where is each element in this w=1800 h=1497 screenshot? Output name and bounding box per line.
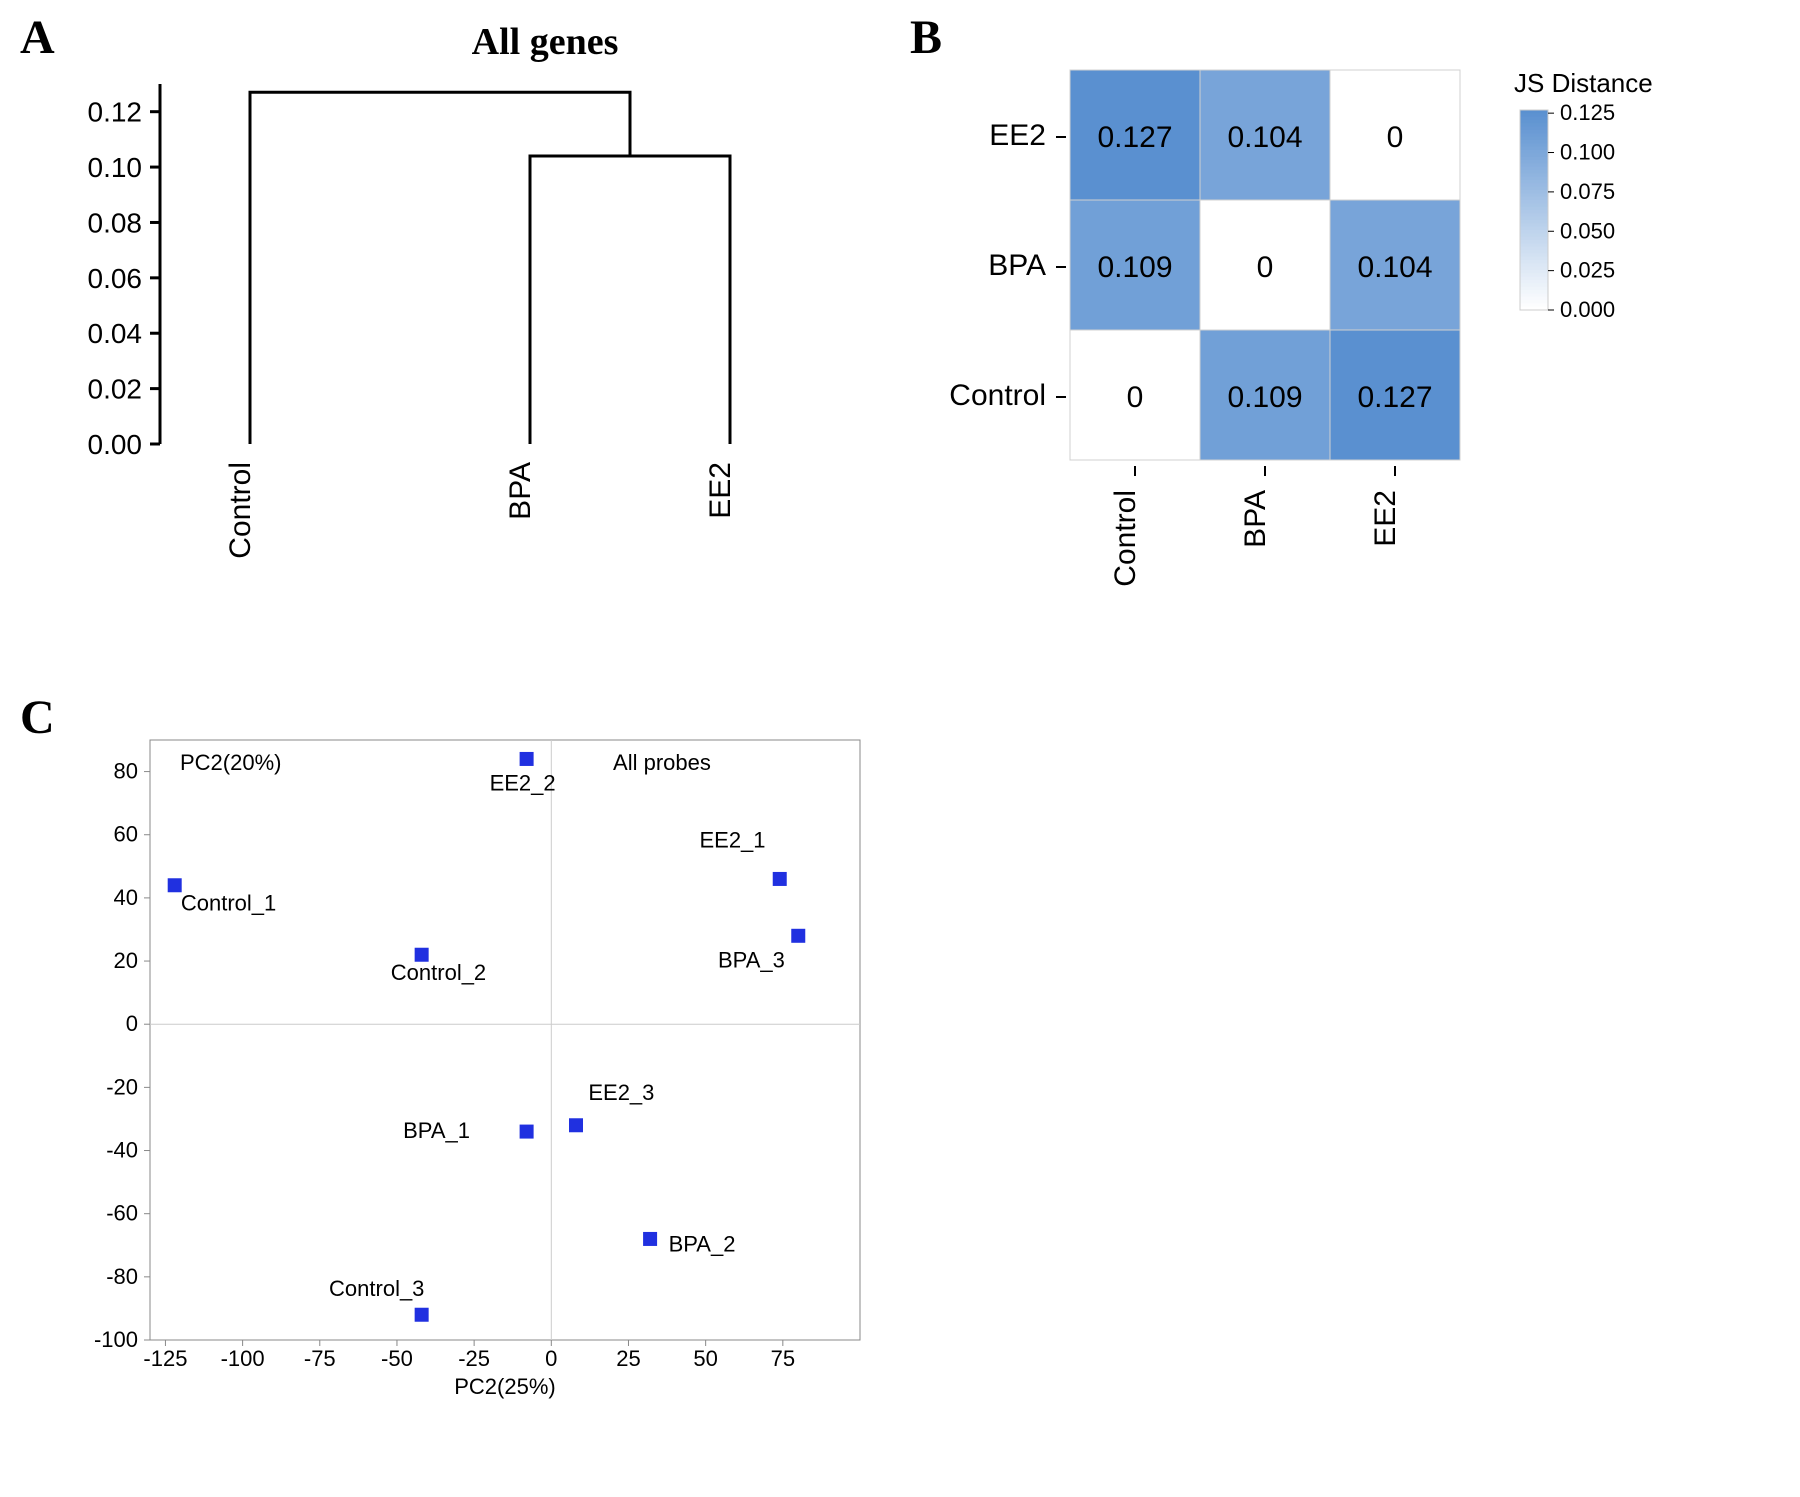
svg-text:EE2_2: EE2_2 bbox=[490, 771, 556, 796]
svg-text:-125: -125 bbox=[143, 1346, 187, 1371]
scatter-point bbox=[569, 1118, 583, 1132]
svg-text:BPA: BPA bbox=[988, 249, 1046, 282]
svg-text:20: 20 bbox=[114, 948, 138, 973]
svg-text:PC2(20%): PC2(20%) bbox=[180, 750, 281, 775]
svg-text:BPA: BPA bbox=[1239, 490, 1272, 548]
svg-text:50: 50 bbox=[693, 1346, 717, 1371]
svg-text:PC2(25%): PC2(25%) bbox=[454, 1374, 555, 1399]
panel-a-label: A bbox=[20, 10, 55, 65]
svg-text:BPA_1: BPA_1 bbox=[403, 1118, 470, 1143]
scatter-point bbox=[520, 752, 534, 766]
svg-text:BPA: BPA bbox=[504, 462, 537, 520]
svg-text:0.10: 0.10 bbox=[88, 152, 143, 183]
svg-text:All probes: All probes bbox=[613, 750, 711, 775]
dendrogram-title: All genes bbox=[210, 20, 880, 64]
svg-text:0.04: 0.04 bbox=[88, 318, 143, 349]
svg-text:-50: -50 bbox=[381, 1346, 413, 1371]
panel-b-label: B bbox=[910, 10, 942, 65]
panel-b: B 0.1270.10400.10900.10400.1090.127EE2BP… bbox=[920, 20, 1780, 620]
svg-text:0.050: 0.050 bbox=[1560, 218, 1615, 243]
svg-text:JS Distance: JS Distance bbox=[1514, 68, 1653, 98]
svg-text:-40: -40 bbox=[106, 1138, 138, 1163]
scatter-point bbox=[520, 1125, 534, 1139]
svg-text:0.109: 0.109 bbox=[1227, 381, 1302, 414]
panel-a: A All genes 0.000.020.040.060.080.100.12… bbox=[30, 20, 880, 620]
svg-text:-75: -75 bbox=[304, 1346, 336, 1371]
svg-text:0.02: 0.02 bbox=[88, 374, 143, 405]
svg-text:Control: Control bbox=[949, 379, 1046, 412]
svg-text:0.109: 0.109 bbox=[1097, 251, 1172, 284]
svg-text:-80: -80 bbox=[106, 1264, 138, 1289]
pca-scatter: -125-100-75-50-250255075-100-80-60-40-20… bbox=[30, 700, 910, 1420]
svg-text:0: 0 bbox=[1257, 251, 1274, 284]
svg-text:-60: -60 bbox=[106, 1201, 138, 1226]
svg-text:Control_2: Control_2 bbox=[391, 960, 486, 985]
svg-text:EE2_1: EE2_1 bbox=[699, 827, 765, 852]
svg-text:BPA_3: BPA_3 bbox=[718, 947, 785, 972]
svg-text:EE2_3: EE2_3 bbox=[588, 1080, 654, 1105]
scatter-point bbox=[643, 1232, 657, 1246]
svg-text:0: 0 bbox=[1127, 381, 1144, 414]
svg-text:0.08: 0.08 bbox=[88, 207, 143, 238]
svg-text:75: 75 bbox=[771, 1346, 795, 1371]
svg-text:0.06: 0.06 bbox=[88, 263, 143, 294]
svg-text:-100: -100 bbox=[221, 1346, 265, 1371]
svg-text:0.104: 0.104 bbox=[1357, 251, 1432, 284]
svg-text:-100: -100 bbox=[94, 1327, 138, 1352]
svg-text:-20: -20 bbox=[106, 1074, 138, 1099]
svg-text:0.100: 0.100 bbox=[1560, 140, 1615, 165]
svg-text:0: 0 bbox=[545, 1346, 557, 1371]
svg-text:Control: Control bbox=[224, 462, 257, 559]
svg-text:0.075: 0.075 bbox=[1560, 179, 1615, 204]
svg-text:0.000: 0.000 bbox=[1560, 297, 1615, 322]
svg-text:0.127: 0.127 bbox=[1357, 381, 1432, 414]
svg-text:Control: Control bbox=[1109, 490, 1142, 587]
svg-text:80: 80 bbox=[114, 759, 138, 784]
svg-text:60: 60 bbox=[114, 822, 138, 847]
svg-text:Control_1: Control_1 bbox=[181, 891, 276, 916]
svg-text:EE2: EE2 bbox=[1369, 490, 1402, 547]
scatter-point bbox=[791, 929, 805, 943]
svg-text:0: 0 bbox=[126, 1011, 138, 1036]
svg-text:-25: -25 bbox=[458, 1346, 490, 1371]
svg-text:Control_3: Control_3 bbox=[329, 1276, 424, 1301]
svg-text:EE2: EE2 bbox=[704, 462, 737, 519]
dendrogram: 0.00 0.02 0.04 0.06 0.08 0.10 0.12 Control BPA EE… bbox=[30, 64, 880, 584]
svg-text:0.00: 0.00 bbox=[88, 429, 143, 460]
svg-text:0.127: 0.127 bbox=[1097, 121, 1172, 154]
scatter-point bbox=[168, 878, 182, 892]
panel-c-label: C bbox=[20, 690, 55, 745]
panel-c: C -125-100-75-50-250255075-100-80-60-40-… bbox=[30, 700, 930, 1450]
scatter-point bbox=[415, 1308, 429, 1322]
svg-text:25: 25 bbox=[616, 1346, 640, 1371]
heatmap: 0.127 0.104 0 0.109 0 0.104 0 0.109 0.127 EE2 BPA C… bbox=[920, 20, 1780, 600]
svg-text:0: 0 bbox=[1387, 121, 1404, 154]
svg-text:EE2: EE2 bbox=[989, 119, 1046, 152]
svg-text:0.125: 0.125 bbox=[1560, 100, 1615, 125]
svg-text:0.025: 0.025 bbox=[1560, 258, 1615, 283]
svg-text:0.104: 0.104 bbox=[1227, 121, 1302, 154]
svg-text:40: 40 bbox=[114, 885, 138, 910]
scatter-point bbox=[773, 872, 787, 886]
svg-text:0.12: 0.12 bbox=[88, 97, 143, 128]
svg-text:BPA_2: BPA_2 bbox=[669, 1232, 736, 1257]
